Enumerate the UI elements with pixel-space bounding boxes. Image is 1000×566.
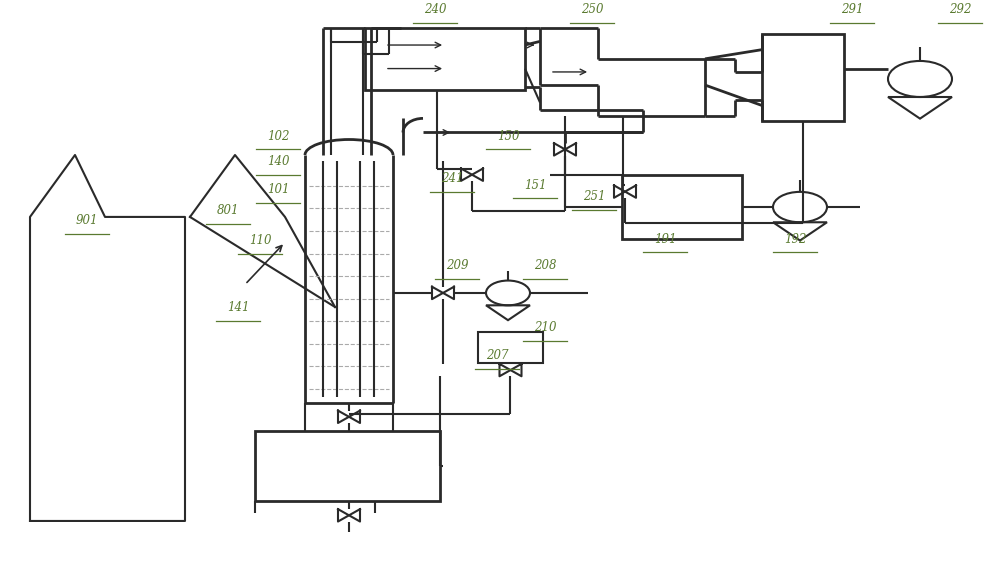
Text: 251: 251 (583, 190, 605, 203)
Text: 292: 292 (949, 3, 971, 16)
Bar (255, 431, 440, 501)
Bar (478, 332, 543, 363)
Text: 208: 208 (534, 259, 556, 272)
Bar (622, 175, 742, 239)
Text: 240: 240 (424, 3, 446, 16)
Text: 192: 192 (784, 233, 806, 246)
Text: 101: 101 (267, 183, 289, 196)
Text: 207: 207 (486, 349, 508, 362)
Text: 250: 250 (581, 3, 603, 16)
Text: 150: 150 (497, 130, 519, 143)
Text: 191: 191 (654, 233, 676, 246)
Text: 140: 140 (267, 155, 289, 168)
Text: 241: 241 (441, 172, 463, 185)
Text: 141: 141 (227, 301, 249, 314)
Bar (365, 28, 525, 90)
Text: 210: 210 (534, 321, 556, 334)
Text: 110: 110 (249, 234, 271, 247)
Text: 291: 291 (841, 3, 863, 16)
Bar (762, 34, 844, 121)
Text: 102: 102 (267, 130, 289, 143)
Text: 901: 901 (76, 214, 98, 227)
Text: 151: 151 (524, 179, 546, 191)
Text: 801: 801 (217, 204, 239, 217)
Text: 209: 209 (446, 259, 468, 272)
